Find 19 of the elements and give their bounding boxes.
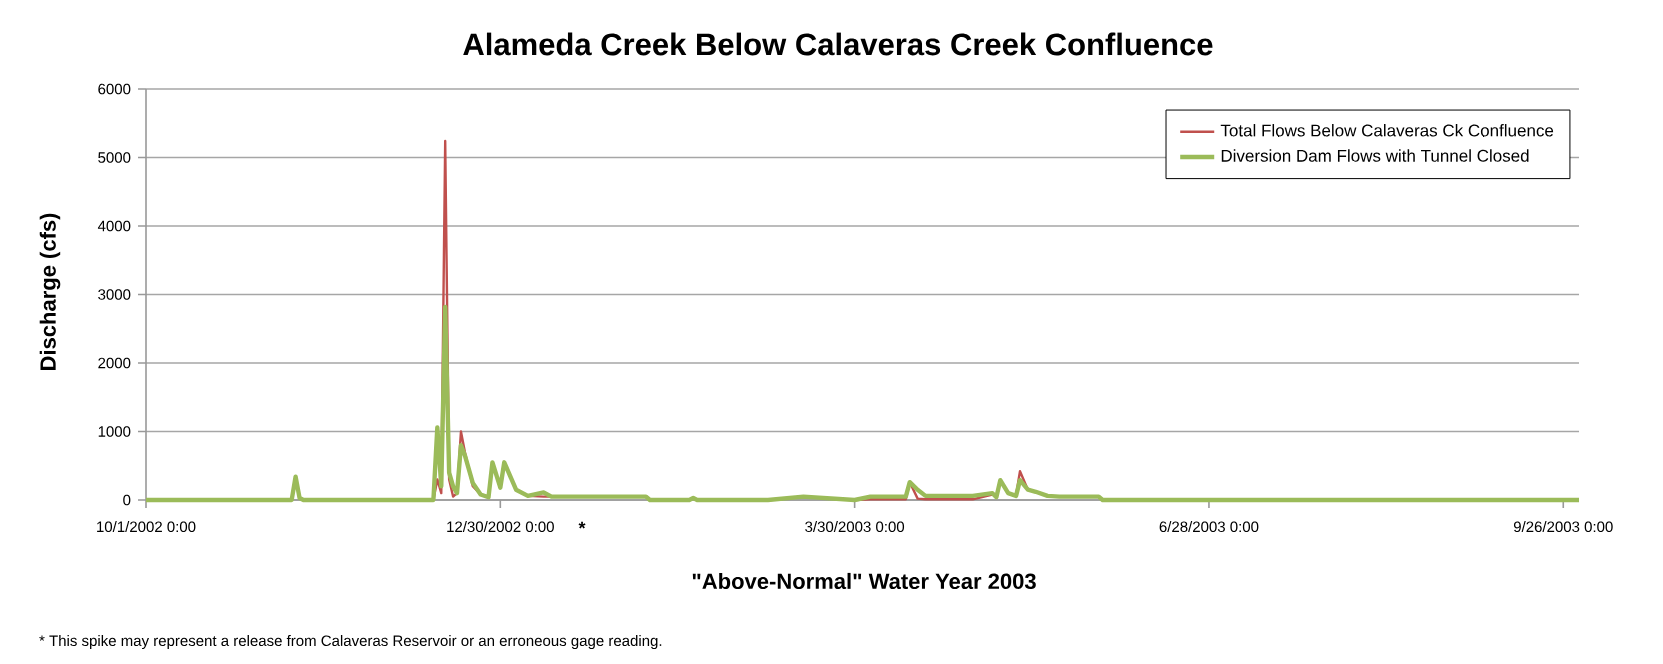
y-tick-label: 4000 <box>97 220 131 232</box>
text: * <box>578 521 586 529</box>
legend-label: Total Flows Below Calaveras Ck Confluence <box>1220 124 1554 137</box>
y-tick-label: 5000 <box>98 152 131 163</box>
x-tick-label: 12/30/2002 0:00 <box>447 521 554 533</box>
x-tick-label: 9/26/2003 0:00 <box>1513 521 1613 533</box>
x-tick-label: 3/30/2003 0:00 <box>805 521 905 533</box>
chart-title: Alameda Creek Below Calaveras Creek Confluence <box>463 32 1213 56</box>
legend-label: Diversion Dam Flows with Tunnel Closed <box>1221 149 1529 162</box>
y-tick-label: 1000 <box>98 426 131 437</box>
x-axis-title: "Above-Normal" Water Year 2003 <box>692 572 1036 590</box>
y-tick-label: 2000 <box>98 357 131 369</box>
y-axis-title: Discharge (cfs) <box>39 213 61 370</box>
x-tick-label: 10/1/2002 0:00 <box>97 521 196 533</box>
y-tick-label: 6000 <box>98 83 131 95</box>
x-tick-label: 6/28/2003 0:00 <box>1159 521 1259 533</box>
text: * This spike may represent a release from Calaveras Reservoir or an erroneous gage reading. <box>39 635 662 649</box>
y-tick-label: 3000 <box>98 289 131 300</box>
y-tick-label: 0 <box>123 494 131 506</box>
